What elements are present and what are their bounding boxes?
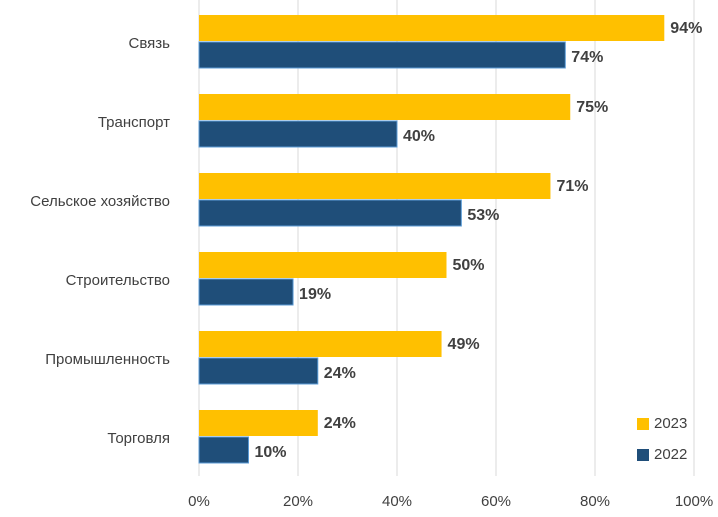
legend-swatch <box>637 418 649 430</box>
x-tick-label: 40% <box>382 493 412 510</box>
x-tick-label: 0% <box>188 493 210 510</box>
data-label: 24% <box>324 415 356 432</box>
y-tick-label: Транспорт <box>98 114 170 131</box>
data-label: 40% <box>403 128 435 145</box>
bar <box>199 173 551 199</box>
legend-label: 2022 <box>654 446 687 463</box>
bar <box>198 278 294 306</box>
bar <box>198 436 249 464</box>
data-label: 10% <box>255 444 287 461</box>
data-label: 75% <box>576 99 608 116</box>
bar <box>198 357 319 385</box>
y-tick-label: Связь <box>129 35 171 52</box>
data-label: 50% <box>453 257 485 274</box>
x-tick-label: 100% <box>675 493 713 510</box>
bar <box>199 15 665 41</box>
bar <box>198 199 462 227</box>
bar <box>199 252 447 278</box>
bar <box>198 41 566 69</box>
bar <box>198 120 398 148</box>
x-tick-label: 60% <box>481 493 511 510</box>
data-label: 53% <box>467 207 499 224</box>
data-label: 94% <box>670 20 702 37</box>
legend-swatch <box>637 449 649 461</box>
y-tick-label: Сельское хозяйство <box>30 193 170 210</box>
data-label: 24% <box>324 365 356 382</box>
data-label: 19% <box>299 286 331 303</box>
legend-label: 2023 <box>654 415 687 432</box>
bar <box>199 94 571 120</box>
bar <box>199 410 318 436</box>
x-tick-label: 80% <box>580 493 610 510</box>
data-label: 49% <box>448 336 480 353</box>
y-tick-label: Торговля <box>107 430 170 447</box>
y-tick-label: Промышленность <box>45 351 170 368</box>
y-tick-label: Строительство <box>66 272 170 289</box>
data-label: 74% <box>571 49 603 66</box>
data-label: 71% <box>556 178 588 195</box>
x-tick-label: 20% <box>283 493 313 510</box>
bar <box>199 331 442 357</box>
